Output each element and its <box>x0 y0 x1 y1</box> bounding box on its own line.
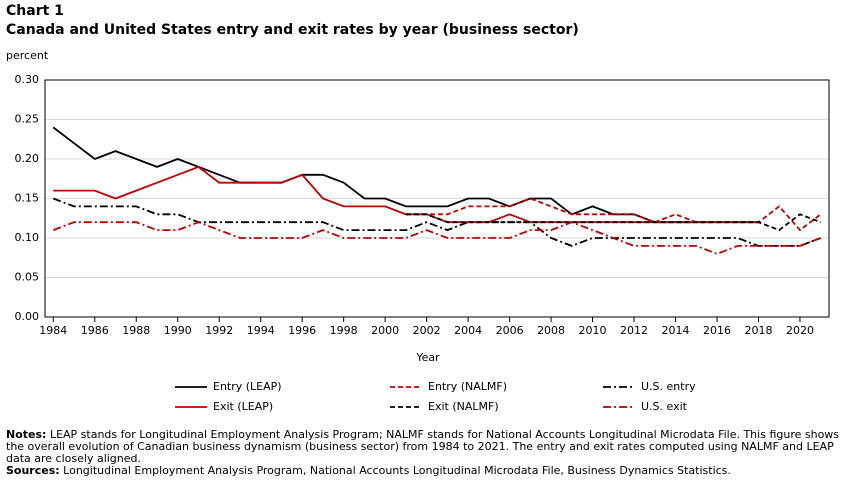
y-tick-label: 0.30 <box>15 73 40 86</box>
chart-title: Canada and United States entry and exit … <box>6 22 579 38</box>
y-tick-label: 0.05 <box>15 271 40 284</box>
series-line <box>52 197 822 247</box>
x-tick-label: 2012 <box>620 324 648 337</box>
notes-label: Notes: <box>6 428 47 441</box>
x-tick-label: 2020 <box>786 324 814 337</box>
x-tick-label: 2016 <box>703 324 731 337</box>
notes: Notes: LEAP stands for Longitudinal Empl… <box>6 429 846 477</box>
legend-label: Entry (NALMF) <box>428 380 507 393</box>
x-tick-label: 2008 <box>537 324 565 337</box>
y-tick-label: 0.20 <box>15 152 40 165</box>
y-tick-label: 0.00 <box>15 310 40 323</box>
x-axis-label: Year <box>415 351 440 364</box>
legend-label: Exit (NALMF) <box>428 400 499 413</box>
series-line <box>405 213 822 232</box>
sources-line: Sources: Longitudinal Employment Analysi… <box>6 465 846 477</box>
x-tick-label: 2018 <box>744 324 772 337</box>
series-line <box>52 221 822 255</box>
x-tick-label: 2000 <box>371 324 399 337</box>
series-line <box>52 126 759 224</box>
x-tick-label: 2006 <box>496 324 524 337</box>
x-tick-label: 1998 <box>330 324 358 337</box>
legend-label: Entry (LEAP) <box>213 380 282 393</box>
sources-text: Longitudinal Employment Analysis Program… <box>63 464 731 477</box>
x-tick-label: 1992 <box>205 324 233 337</box>
x-tick-label: 1984 <box>39 324 67 337</box>
legend-label: U.S. exit <box>641 400 688 413</box>
x-tick-label: 1988 <box>122 324 150 337</box>
legend-label: Exit (LEAP) <box>213 400 273 413</box>
notes-line: Notes: LEAP stands for Longitudinal Empl… <box>6 429 846 465</box>
chart: Chart 1 Canada and United States entry a… <box>6 3 830 413</box>
x-tick-label: 1986 <box>81 324 109 337</box>
x-tick-label: 2010 <box>579 324 607 337</box>
y-tick-label: 0.15 <box>15 192 40 205</box>
sources-label: Sources: <box>6 464 60 477</box>
x-tick-label: 1994 <box>247 324 275 337</box>
y-tick-label: 0.25 <box>15 113 40 126</box>
x-tick-label: 2004 <box>454 324 482 337</box>
x-tick-label: 1990 <box>164 324 192 337</box>
notes-text: LEAP stands for Longitudinal Employment … <box>6 428 840 465</box>
x-tick-label: 2014 <box>662 324 690 337</box>
x-tick-label: 2002 <box>413 324 441 337</box>
y-unit-label: percent <box>6 49 49 62</box>
legend-label: U.S. entry <box>641 380 696 393</box>
y-tick-label: 0.10 <box>15 231 40 244</box>
x-tick-label: 1996 <box>288 324 316 337</box>
chart-label: Chart 1 <box>6 3 64 19</box>
plot-frame <box>44 79 830 318</box>
